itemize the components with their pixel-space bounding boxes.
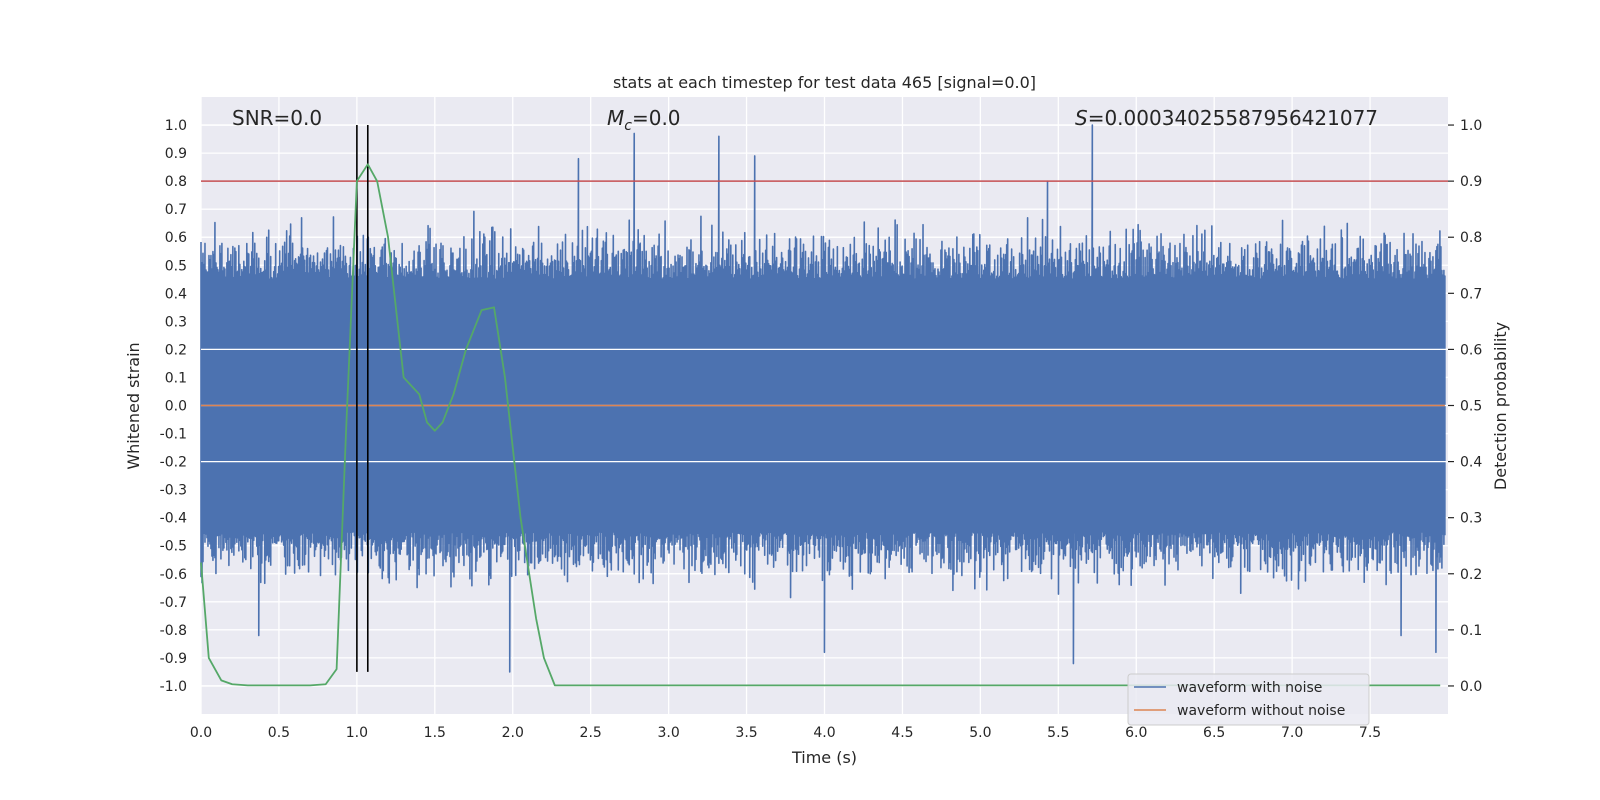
x-tick-label: 6.5: [1203, 725, 1225, 741]
y2-ticks: 1.0 0.9 0.8 0.7 0.6 0.5 0.4 0.3 0.2 0.1 0.0: [1448, 118, 1482, 695]
y-tick-label: 0.4: [165, 286, 187, 302]
x-tick-label: 1.5: [424, 725, 446, 741]
y-tick-label: 0.7: [165, 202, 187, 218]
y-tick-label: -0.5: [160, 539, 187, 555]
x-axis-label: Time (s): [791, 748, 857, 767]
chart-title: stats at each timestep for test data 465…: [613, 73, 1036, 92]
s-symbol: S: [1075, 106, 1088, 130]
x-tick-label: 5.0: [969, 725, 991, 741]
y2-tick-label: 0.2: [1460, 567, 1482, 583]
y-axis-label: Whitened strain: [124, 342, 143, 469]
chirp-mass-symbol: M: [607, 106, 624, 130]
chirp-mass-annotation: Mc=0.0: [607, 106, 681, 134]
legend: waveform with noise waveform without noi…: [1127, 673, 1370, 726]
chirp-mass-value: =0.0: [632, 106, 681, 130]
y-tick-label: -0.3: [160, 483, 187, 499]
x-tick-label: 4.5: [891, 725, 913, 741]
y-tick-label: -0.6: [160, 567, 187, 583]
x-tick-label: 3.0: [657, 725, 679, 741]
legend-box: [1127, 673, 1370, 726]
x-tick-label: 0.0: [190, 725, 212, 741]
y-tick-label: -0.8: [160, 623, 187, 639]
x-tick-label: 2.0: [502, 725, 524, 741]
y-ticks: 1.0 0.9 0.8 0.7 0.6 0.5 0.4 0.3 0.2 0.1 0.0 -0.1 -0.…: [160, 118, 187, 695]
y-tick-label: -0.2: [160, 455, 187, 471]
chirp-mass-subscript: c: [624, 118, 632, 134]
x-tick-label: 5.5: [1047, 725, 1069, 741]
y-tick-label: -0.9: [160, 651, 187, 667]
y-tick-label: 0.0: [165, 399, 187, 415]
y2-tick-label: 0.8: [1460, 230, 1482, 246]
overlay-layer: [200, 125, 1448, 687]
y2-tick-label: 0.3: [1460, 511, 1482, 527]
y-tick-label: -1.0: [160, 679, 187, 695]
x-tick-label: 0.5: [268, 725, 290, 741]
x-tick-label: 7.0: [1281, 725, 1303, 741]
y-tick-label: 0.6: [165, 230, 187, 246]
y2-tick-label: 1.0: [1460, 118, 1482, 134]
y2-tick-label: 0.5: [1460, 399, 1482, 415]
detection-probability-line: [200, 163, 1441, 687]
x-tick-label: 7.5: [1359, 725, 1381, 741]
y-tick-label: 0.5: [165, 258, 187, 274]
y2-tick-label: 0.9: [1460, 174, 1482, 190]
y2-tick-label: 0.0: [1460, 679, 1482, 695]
legend-label-clean: waveform without noise: [1177, 703, 1345, 719]
x-tick-label: 3.5: [735, 725, 757, 741]
snr-annotation: SNR=0.0: [232, 106, 322, 130]
y2-axis-label: Detection probability: [1491, 322, 1510, 490]
x-tick-label: 2.5: [580, 725, 602, 741]
y-tick-label: -0.4: [160, 511, 187, 527]
x-tick-label: 4.0: [813, 725, 835, 741]
x-tick-label: 1.0: [346, 725, 368, 741]
y-tick-label: -0.7: [160, 595, 187, 611]
y2-tick-label: 0.7: [1460, 286, 1482, 302]
y2-tick-label: 0.6: [1460, 342, 1482, 358]
y-tick-label: 1.0: [165, 118, 187, 134]
x-ticks: 0.0 0.5 1.0 1.5 2.0 2.5 3.0 3.5 4.0 4.5 5.0 5.5 6.0 6…: [190, 725, 1381, 741]
legend-label-noise: waveform with noise: [1177, 680, 1322, 696]
y-tick-label: 0.3: [165, 314, 187, 330]
y-tick-label: 0.1: [165, 370, 187, 386]
y-tick-label: 0.9: [165, 146, 187, 162]
y-tick-label: 0.2: [165, 342, 187, 358]
s-value: =0.00034025587956421077: [1088, 106, 1378, 130]
y2-tick-label: 0.1: [1460, 623, 1482, 639]
y-tick-label: -0.1: [160, 427, 187, 443]
s-annotation: S=0.00034025587956421077: [1075, 106, 1378, 130]
y2-tick-label: 0.4: [1460, 455, 1482, 471]
y-tick-label: 0.8: [165, 174, 187, 190]
x-tick-label: 6.0: [1125, 725, 1147, 741]
